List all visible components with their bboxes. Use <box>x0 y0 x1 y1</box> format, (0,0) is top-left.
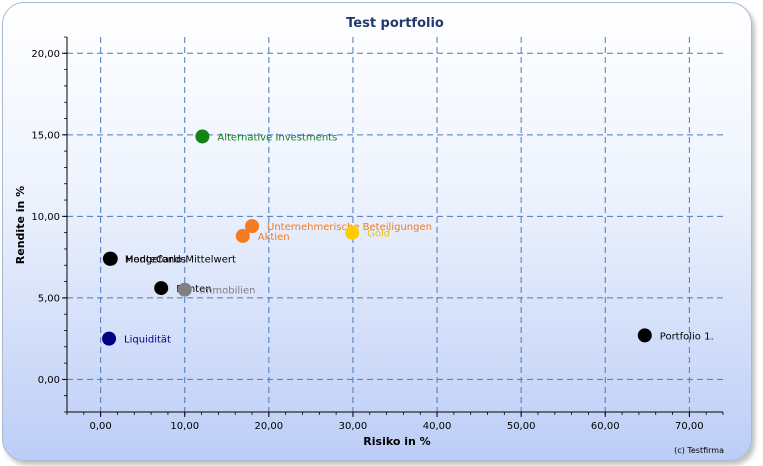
data-point-label: Gold <box>367 229 390 240</box>
y-tick-label: 15,00 <box>31 130 60 141</box>
y-tick-label: 0,00 <box>38 375 60 386</box>
data-point[interactable] <box>195 129 210 144</box>
x-tick-label: 20,00 <box>255 421 284 432</box>
data-point-label: Immobilien <box>200 286 256 297</box>
data-point[interactable] <box>177 282 192 297</box>
x-tick-label: 40,00 <box>423 421 452 432</box>
data-point[interactable] <box>245 219 260 234</box>
data-point-label: Renten <box>176 284 211 295</box>
data-points: Alternative InvestmentsUnternehmerische … <box>102 129 714 346</box>
data-point[interactable] <box>345 225 360 240</box>
data-point[interactable] <box>154 281 169 296</box>
x-tick-label: 0,00 <box>90 421 112 432</box>
data-point-label: Liquidität <box>124 335 171 346</box>
data-point[interactable] <box>103 251 118 266</box>
y-tick-label: 10,00 <box>31 212 60 223</box>
y-axis-label: Rendite in % <box>14 186 27 264</box>
data-point-label: Aktien <box>258 232 290 243</box>
chart-panel: Test portfolio 0,00 10,00 20,00 30,00 40,00 5… <box>2 2 752 461</box>
data-point[interactable] <box>235 228 250 243</box>
data-point-label: Portfolio 1. <box>660 331 714 342</box>
x-tick-label: 70,00 <box>675 421 704 432</box>
data-point-label: Hedgefonds <box>126 255 186 266</box>
data-point-label: MonteCarlo Mittelwert <box>125 255 236 266</box>
gridlines <box>67 37 723 412</box>
x-tick-label: 10,00 <box>170 421 199 432</box>
x-tick-label: 30,00 <box>339 421 368 432</box>
data-point[interactable] <box>637 328 652 343</box>
data-point-label: Alternative Investments <box>217 132 337 143</box>
axes: 0,00 10,00 20,00 30,00 40,00 50,00 60,00 70,00 0… <box>31 36 724 432</box>
data-point[interactable] <box>102 331 117 346</box>
x-tick-label: 60,00 <box>591 421 620 432</box>
copyright-note: (c) Testfirma <box>674 446 724 455</box>
scatter-chart: Test portfolio 0,00 10,00 20,00 30,00 40,00 5… <box>14 16 724 455</box>
y-tick-label: 5,00 <box>38 293 60 304</box>
x-tick-label: 50,00 <box>507 421 536 432</box>
chart-title: Test portfolio <box>346 16 444 31</box>
x-axis-label: Risiko in % <box>363 435 430 448</box>
y-tick-label: 20,00 <box>31 49 60 60</box>
